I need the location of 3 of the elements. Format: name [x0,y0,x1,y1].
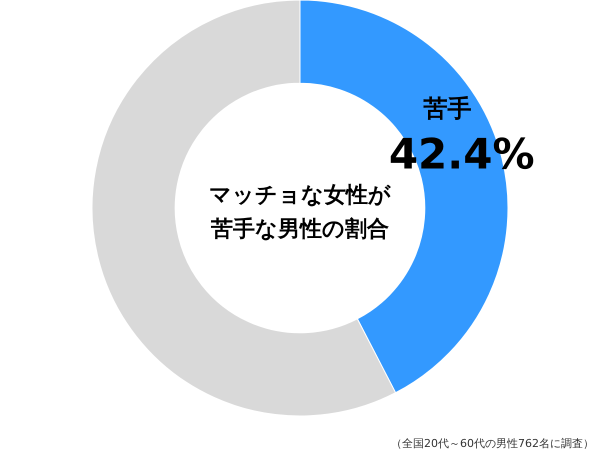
slice-label: 苦手 [422,94,472,123]
text: マッチョな女性が苦手な男性の割合 [209,183,391,242]
text: （全国20代～60代の男性762名に調査） [391,437,594,450]
